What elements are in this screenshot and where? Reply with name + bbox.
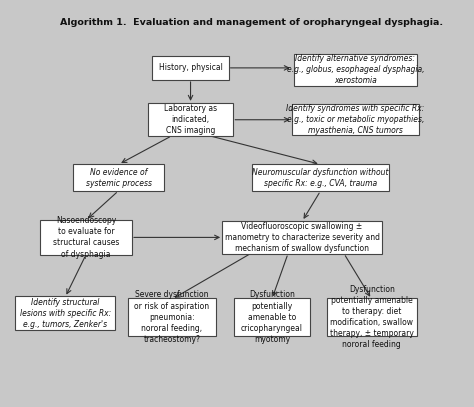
FancyBboxPatch shape — [252, 164, 389, 191]
FancyBboxPatch shape — [234, 298, 310, 336]
Text: History, physical: History, physical — [159, 63, 222, 72]
FancyBboxPatch shape — [222, 221, 382, 254]
FancyBboxPatch shape — [40, 220, 132, 255]
Text: Videofluoroscopic swallowing ±
manometry to characterize severity and
mechanism : Videofluoroscopic swallowing ± manometry… — [225, 222, 380, 253]
FancyBboxPatch shape — [292, 104, 419, 136]
Text: Identify structural
lesions with specific Rx:
e.g., tumors, Zenker's: Identify structural lesions with specifi… — [19, 298, 111, 329]
FancyBboxPatch shape — [327, 298, 417, 336]
FancyBboxPatch shape — [294, 54, 417, 85]
Text: Severe dysfunction
or risk of aspiration
pneumonia:
nororal feeding,
tracheostom: Severe dysfunction or risk of aspiration… — [135, 291, 210, 344]
Text: Dysfunction
potentially
amenable to
cricopharyngeal
myotomy: Dysfunction potentially amenable to cric… — [241, 291, 303, 344]
Text: Neuromuscular dysfunction without
specific Rx: e.g., CVA, trauma: Neuromuscular dysfunction without specif… — [252, 168, 389, 188]
Text: Laboratory as
indicated,
CNS imaging: Laboratory as indicated, CNS imaging — [164, 104, 217, 136]
Text: Identify alternative syndromes:
e.g., globus, esophageal dysphagia,
xerostomia: Identify alternative syndromes: e.g., gl… — [287, 54, 424, 85]
FancyBboxPatch shape — [73, 164, 164, 191]
Text: Algorithm 1.  Evaluation and management of oropharyngeal dysphagia.: Algorithm 1. Evaluation and management o… — [61, 18, 444, 27]
Text: Identify syndromes with specific Rx:
e.g., toxic or metabolic myopathies,
myasth: Identify syndromes with specific Rx: e.g… — [286, 104, 425, 136]
FancyBboxPatch shape — [153, 56, 228, 80]
FancyBboxPatch shape — [148, 103, 233, 136]
Text: No evidence of
systemic process: No evidence of systemic process — [85, 168, 152, 188]
Text: Dysfunction
potentially amenable
to therapy: diet
modification, swallow
therapy,: Dysfunction potentially amenable to ther… — [330, 285, 414, 350]
FancyBboxPatch shape — [128, 298, 216, 336]
Text: Nasoendoscopy
to evaluate for
structural causes
of dysphagia: Nasoendoscopy to evaluate for structural… — [53, 216, 119, 258]
FancyBboxPatch shape — [16, 296, 115, 330]
